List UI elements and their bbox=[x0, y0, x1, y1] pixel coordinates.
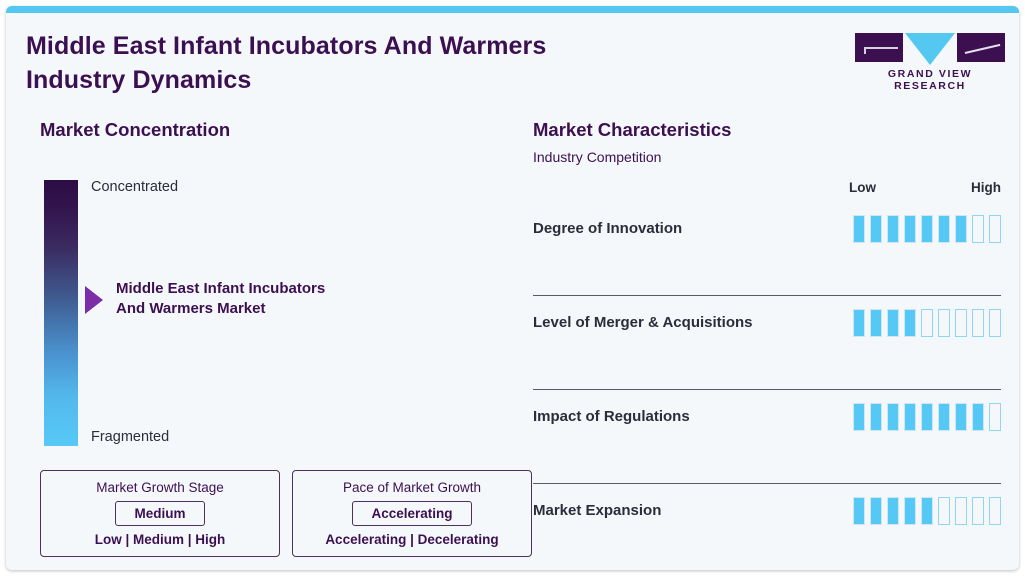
rating-segment-filled bbox=[904, 309, 916, 337]
rating-segment-empty bbox=[938, 309, 950, 337]
characteristic-rating-bars bbox=[853, 403, 1001, 431]
characteristic-row: Market Expansion bbox=[533, 484, 1001, 570]
rating-segment-filled bbox=[853, 403, 865, 431]
rating-segment-empty bbox=[938, 497, 950, 525]
market-characteristics-subtitle: Industry Competition bbox=[533, 149, 662, 165]
rating-segment-empty bbox=[989, 497, 1001, 525]
rating-scale-high-label: High bbox=[971, 180, 1001, 195]
rating-segment-filled bbox=[870, 309, 882, 337]
infographic-card: Middle East Infant Incubators And Warmer… bbox=[6, 6, 1019, 570]
rating-segment-filled bbox=[870, 215, 882, 243]
rating-segment-filled bbox=[955, 403, 967, 431]
rating-segment-filled bbox=[921, 215, 933, 243]
characteristic-rating-bars bbox=[853, 309, 1001, 337]
rating-segment-filled bbox=[904, 403, 916, 431]
rating-segment-empty bbox=[972, 497, 984, 525]
market-concentration-title: Market Concentration bbox=[40, 119, 231, 140]
rating-segment-filled bbox=[887, 403, 899, 431]
characteristic-label: Market Expansion bbox=[533, 502, 662, 519]
rating-segment-empty bbox=[921, 309, 933, 337]
logo-wordmark: GRAND VIEW RESEARCH bbox=[887, 68, 973, 92]
row-divider bbox=[533, 483, 1001, 484]
rating-segment-filled bbox=[853, 215, 865, 243]
rating-segment-filled bbox=[904, 497, 916, 525]
brand-logo: GRAND VIEW RESEARCH bbox=[855, 33, 1005, 92]
rating-segment-filled bbox=[853, 497, 865, 525]
rating-segment-filled bbox=[938, 215, 950, 243]
row-divider bbox=[533, 295, 1001, 296]
rating-segment-empty bbox=[955, 309, 967, 337]
logo-right-rect-icon bbox=[957, 33, 1005, 62]
market-position-label-line2: And Warmers Market bbox=[116, 299, 266, 317]
rating-segment-empty bbox=[989, 215, 1001, 243]
characteristic-label: Level of Merger & Acquisitions bbox=[533, 314, 753, 331]
rating-segment-filled bbox=[853, 309, 865, 337]
concentration-gradient-bar bbox=[44, 180, 78, 446]
logo-triangle-icon bbox=[905, 33, 955, 65]
market-position-arrow-icon bbox=[85, 285, 103, 314]
rating-segment-filled bbox=[921, 497, 933, 525]
growth-box-row: Market Growth Stage Medium Low | Medium … bbox=[40, 470, 532, 557]
characteristic-row: Level of Merger & Acquisitions bbox=[533, 296, 1001, 390]
rating-segment-filled bbox=[870, 497, 882, 525]
logo-marks bbox=[855, 33, 1005, 65]
concentration-top-label: Concentrated bbox=[91, 179, 179, 195]
page-title: Middle East Infant Incubators And Warmer… bbox=[26, 29, 726, 97]
characteristic-row: Impact of Regulations bbox=[533, 390, 1001, 484]
market-growth-stage-box: Market Growth Stage Medium Low | Medium … bbox=[40, 470, 280, 557]
characteristic-label: Impact of Regulations bbox=[533, 408, 690, 425]
rating-segment-filled bbox=[921, 403, 933, 431]
page-title-line2: Industry Dynamics bbox=[26, 66, 252, 94]
row-divider bbox=[533, 389, 1001, 390]
concentration-bottom-label: Fragmented bbox=[91, 429, 170, 445]
characteristic-rating-bars bbox=[853, 497, 1001, 525]
pace-of-market-growth-box: Pace of Market Growth Accelerating Accel… bbox=[292, 470, 532, 557]
market-position-label-line1: Middle East Infant Incubators bbox=[116, 279, 326, 297]
characteristic-row: Degree of Innovation bbox=[533, 202, 1001, 296]
market-characteristics-title: Market Characteristics bbox=[533, 119, 732, 140]
rating-segment-filled bbox=[887, 215, 899, 243]
pace-of-market-growth-title: Pace of Market Growth bbox=[342, 480, 482, 495]
rating-segment-filled bbox=[955, 215, 967, 243]
rating-segment-empty bbox=[989, 309, 1001, 337]
rating-segment-empty bbox=[972, 215, 984, 243]
market-growth-stage-value: Medium bbox=[115, 501, 205, 526]
rating-scale-low-label: Low bbox=[849, 180, 876, 195]
market-growth-stage-scale: Low | Medium | High bbox=[94, 532, 226, 547]
pace-of-market-growth-value: Accelerating bbox=[352, 501, 472, 526]
characteristics-list: Degree of Innovation Level of Merger & Ac… bbox=[533, 202, 1001, 570]
rating-segment-filled bbox=[870, 403, 882, 431]
characteristic-rating-bars bbox=[853, 215, 1001, 243]
rating-segment-empty bbox=[989, 403, 1001, 431]
rating-scale-header: Low High bbox=[849, 180, 1001, 195]
rating-segment-filled bbox=[972, 403, 984, 431]
rating-segment-filled bbox=[938, 403, 950, 431]
logo-left-rect-icon bbox=[855, 33, 903, 62]
rating-segment-filled bbox=[887, 309, 899, 337]
pace-of-market-growth-scale: Accelerating | Decelerating bbox=[325, 532, 499, 547]
page-title-line1: Middle East Infant Incubators And Warmer… bbox=[26, 32, 547, 60]
rating-segment-empty bbox=[972, 309, 984, 337]
market-growth-stage-title: Market Growth Stage bbox=[96, 480, 224, 495]
rating-segment-filled bbox=[887, 497, 899, 525]
characteristic-label: Degree of Innovation bbox=[533, 220, 683, 237]
market-position-label: Middle East Infant Incubators And Warmer… bbox=[116, 279, 376, 319]
accent-top-bar bbox=[6, 6, 1019, 13]
rating-segment-empty bbox=[955, 497, 967, 525]
rating-segment-filled bbox=[904, 215, 916, 243]
